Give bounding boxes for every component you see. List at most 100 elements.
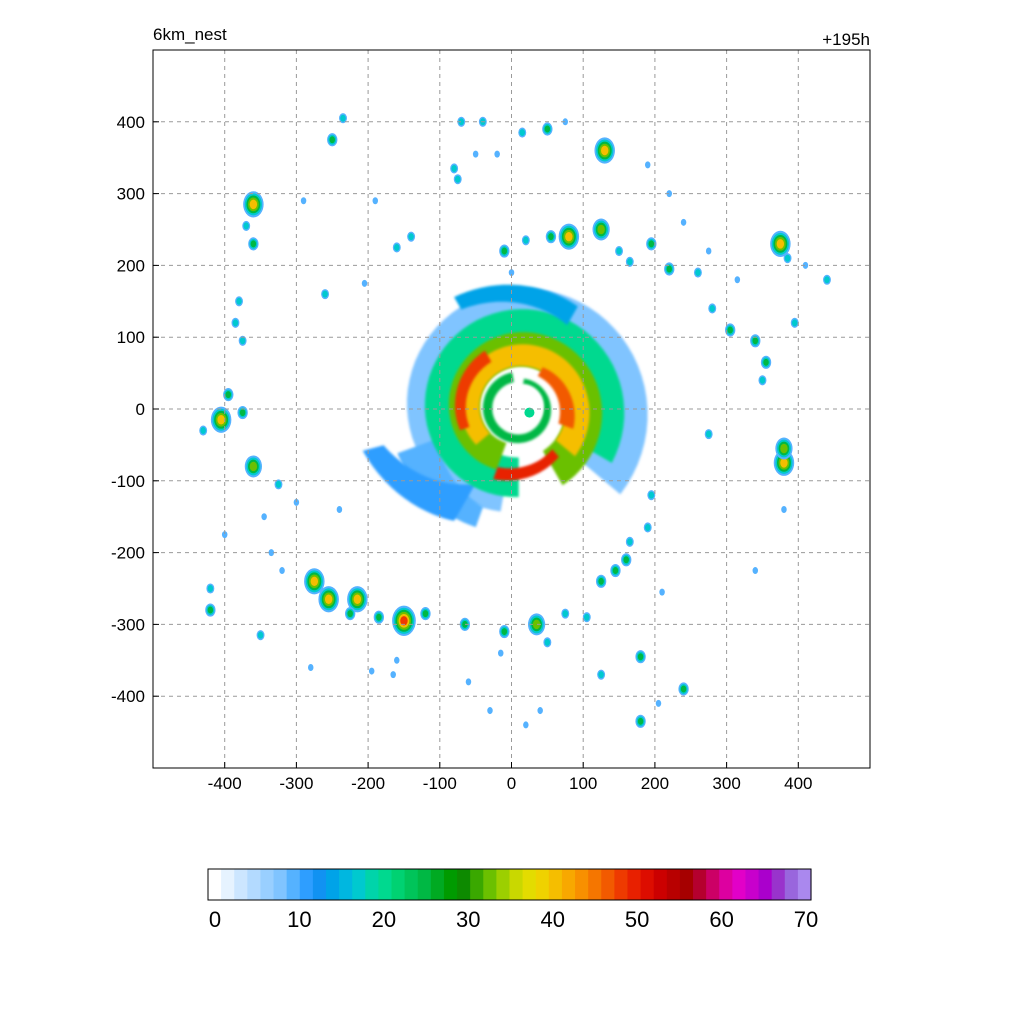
convective-cell [300,197,307,205]
convective-cell [758,375,767,386]
convective-cell [664,262,675,276]
northeast-band [454,284,578,326]
colorbar-swatch [404,869,419,900]
cell-contour [239,337,246,345]
convective-cell [750,334,761,348]
colorbar-swatch [758,869,773,900]
chart-title-right: +195h [822,30,870,49]
convective-cell [243,191,264,218]
convective-cell [527,613,546,636]
cell-contour [705,430,712,438]
convective-cell [242,220,251,231]
cell-contour [458,118,465,126]
cell-contour [465,678,472,686]
cell-contour [353,594,362,605]
colorbar-swatch [352,869,366,900]
colorbar-swatch [771,869,786,900]
convective-cell [373,610,385,624]
cell-contour [655,699,662,707]
cell-contour [487,707,493,715]
cell-contour [498,649,504,657]
convective-cell [635,650,646,664]
colorbar-ticks: 0 10 20 30 40 50 60 70 [209,907,818,932]
cell-contour [644,161,651,169]
cell-contour [293,498,300,506]
convective-cell [802,261,809,269]
cell-contour [336,506,343,514]
convective-cell [494,150,500,158]
colorbar-swatch [312,869,327,900]
cell-contour [627,258,633,266]
cell-contour [791,319,798,327]
eye-cell [524,407,535,418]
convective-cell [372,197,379,205]
convective-cell [238,335,247,346]
convective-cell [392,242,401,253]
colorbar-swatch [208,869,222,900]
convective-cell [394,656,400,664]
cell-contour [648,491,655,499]
cell-contour [239,409,246,417]
y-tick-label: 0 [136,400,145,419]
convective-cell [725,323,736,337]
colorbar-swatch [548,869,563,900]
cell-contour [249,461,258,472]
cell-contour [666,190,672,198]
y-tick-label: 100 [117,328,145,347]
colorbar-swatch [325,869,340,900]
cell-contour [752,567,759,575]
cell-contour [562,118,569,126]
convective-cell [592,218,610,241]
convective-cell [390,671,396,679]
convective-cell [223,388,234,402]
cell-contour [236,297,242,305]
cell-contour [548,233,554,241]
cell-contour [780,458,788,468]
cell-contour [824,276,830,284]
y-tick-label: 200 [117,256,145,275]
convective-cells [199,113,831,729]
cell-contour [372,197,379,205]
colorbar-swatch [732,869,747,900]
colorbar-swatch [457,869,471,900]
convective-cell [659,588,665,596]
convective-cell [823,274,831,285]
cell-contour [759,376,766,384]
cell-contour [544,638,551,646]
cell-contour [562,610,569,618]
convective-cell [361,279,368,287]
colorbar-swatch [443,869,458,900]
cell-contour [523,721,529,729]
convective-cell [327,133,338,147]
colorbar-swatch [679,869,694,900]
cell-contour [249,199,258,210]
convective-cell [543,637,552,648]
colorbar-swatch [483,869,497,900]
colorbar-tick-label: 30 [456,907,480,932]
convective-cell [704,429,713,440]
colorbar-swatch [784,869,799,900]
x-tick-label: 0 [507,774,516,793]
convective-cell [752,567,759,575]
x-tick-label: 300 [712,774,740,793]
cell-contour [217,415,225,425]
colorbar-tick-label: 20 [372,907,396,932]
convective-cell [561,608,570,619]
convective-cell [339,113,347,124]
colorbar-tick-label: 0 [209,907,221,932]
colorbar-swatch [575,869,589,900]
colorbar-swatches [208,869,812,900]
convective-cell [499,624,510,639]
convective-cell [465,678,472,686]
cell-contour [802,261,809,269]
cell-contour [368,667,375,675]
colorbar-swatch [640,869,655,900]
reflectivity-field [362,284,648,528]
cell-contour [501,628,508,636]
convective-cell [615,245,623,257]
colorbar-swatch [719,869,733,900]
cell-contour [544,125,551,133]
cell-contour [494,150,500,158]
colorbar-swatch [693,869,707,900]
